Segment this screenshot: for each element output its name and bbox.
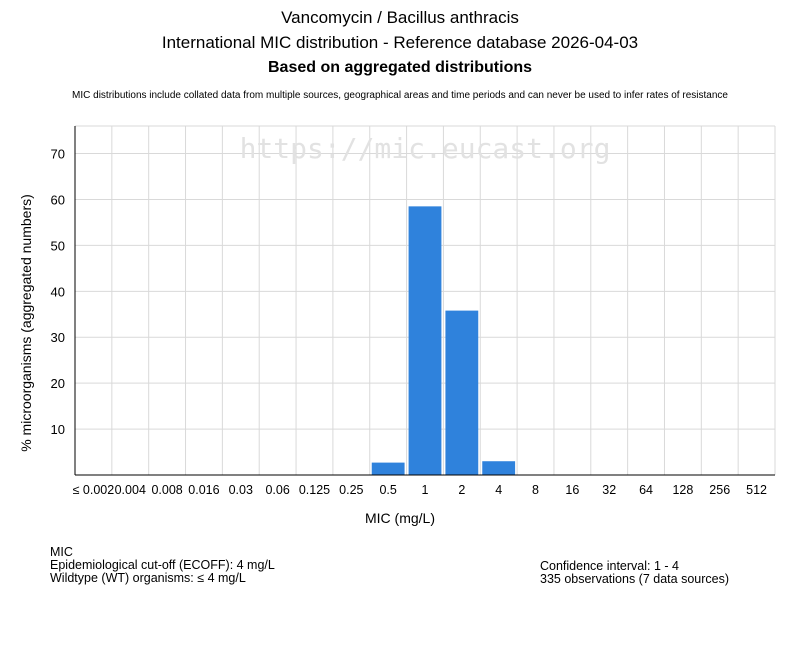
bars — [371, 206, 516, 475]
footer-mic-heading: MIC — [50, 545, 73, 559]
x-tick-label: 0.004 — [115, 483, 146, 497]
footer-right: Confidence interval: 1 - 4 335 observati… — [540, 560, 729, 586]
x-tick-labels: ≤ 0.002 0.004 0.008 0.016 0.03 0.06 0.125 0.25 0… — [73, 483, 767, 497]
y-tick-label: 70 — [51, 147, 65, 162]
chart-subtitle: International MIC distribution - Referen… — [161, 33, 639, 52]
x-tick-label: 128 — [672, 483, 693, 497]
x-tick-label: 0.125 — [299, 483, 330, 497]
y-tick-label: 50 — [51, 238, 65, 253]
bar-1 — [408, 206, 442, 475]
x-tick-label: 512 — [746, 483, 767, 497]
x-tick-label: 0.03 — [229, 483, 253, 497]
x-tick-label: ≤ 0.002 — [73, 483, 115, 497]
x-tick-label: 8 — [532, 483, 539, 497]
disclaimer-text: MIC distributions include collated data … — [72, 90, 728, 101]
x-tick-label: 0.25 — [339, 483, 363, 497]
x-axis-label: MIC (mg/L) — [365, 510, 435, 526]
y-axis-label: % microorganisms (aggregated numbers) — [18, 194, 34, 452]
footer-left: MIC Epidemiological cut-off (ECOFF): 4 m… — [50, 546, 275, 585]
x-tick-label: 32 — [602, 483, 616, 497]
bar-0.5 — [371, 462, 405, 475]
y-tick-label: 30 — [51, 330, 65, 345]
x-tick-label: 4 — [495, 483, 502, 497]
x-tick-label: 2 — [458, 483, 465, 497]
axes — [74, 126, 775, 476]
x-tick-label: 1 — [422, 483, 429, 497]
y-tick-label: 10 — [51, 422, 65, 437]
x-tick-label: 64 — [639, 483, 653, 497]
footer-ecoff: Epidemiological cut-off (ECOFF): 4 mg/L — [50, 558, 275, 572]
x-tick-label: 0.5 — [379, 483, 396, 497]
x-tick-label: 0.06 — [265, 483, 289, 497]
x-tick-label: 0.008 — [151, 483, 182, 497]
x-tick-label: 256 — [709, 483, 730, 497]
y-tick-label: 40 — [51, 284, 65, 299]
footer-observations: 335 observations (7 data sources) — [540, 572, 729, 586]
y-tick-label: 60 — [51, 192, 65, 207]
y-tick-labels: 10 20 30 40 50 60 70 — [51, 147, 65, 438]
chart-title: Vancomycin / Bacillus anthracis — [281, 8, 519, 27]
y-tick-label: 20 — [51, 376, 65, 391]
bar-4 — [482, 461, 516, 475]
x-tick-label: 0.016 — [188, 483, 219, 497]
footer-wildtype: Wildtype (WT) organisms: ≤ 4 mg/L — [50, 571, 246, 585]
chart-subtitle-bold: Based on aggregated distributions — [267, 59, 533, 76]
footer-confidence-interval: Confidence interval: 1 - 4 — [540, 559, 679, 573]
bar-2 — [445, 310, 479, 475]
watermark-text: https://mic.eucast.org — [240, 132, 611, 165]
x-tick-label: 16 — [565, 483, 579, 497]
